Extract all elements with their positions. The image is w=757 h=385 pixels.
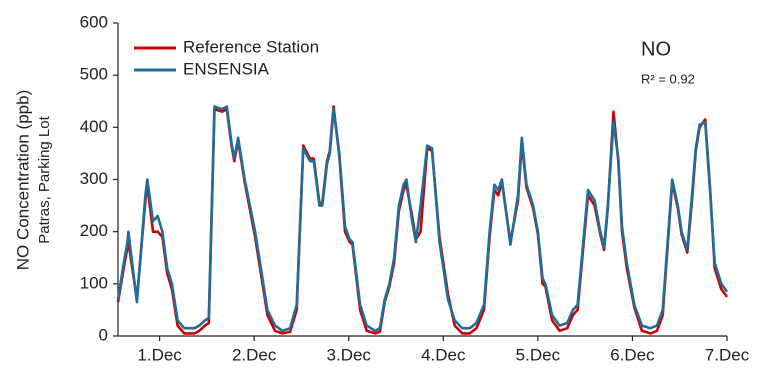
- x-tick-label: 5.Dec: [516, 345, 561, 364]
- x-tick-label: 4.Dec: [421, 345, 466, 364]
- x-tick-label: 1.Dec: [137, 345, 182, 364]
- annotation: NO: [641, 38, 671, 60]
- y-tick-label: 500: [80, 65, 108, 84]
- x-tick-label: 2.Dec: [232, 345, 277, 364]
- x-tick-label: 7.Dec: [705, 345, 750, 364]
- y-tick-label: 0: [99, 325, 108, 344]
- y-tick-label: 100: [80, 273, 108, 292]
- y-axis-label: NO Concentration (ppb): [13, 90, 32, 270]
- y-tick-label: 200: [80, 221, 108, 240]
- legend-label: Reference Station: [183, 37, 319, 56]
- y-tick-label: 300: [80, 169, 108, 188]
- legend-label: ENSENSIA: [183, 59, 270, 78]
- r-squared: R² = 0.92: [641, 71, 695, 86]
- y-tick-label: 400: [80, 117, 108, 136]
- x-tick-label: 6.Dec: [610, 345, 655, 364]
- y-axis-sublabel: Patras, Parking Lot: [36, 115, 53, 243]
- series-line: [116, 105, 729, 333]
- y-tick-label: 600: [80, 12, 108, 31]
- x-tick-label: 3.Dec: [327, 345, 372, 364]
